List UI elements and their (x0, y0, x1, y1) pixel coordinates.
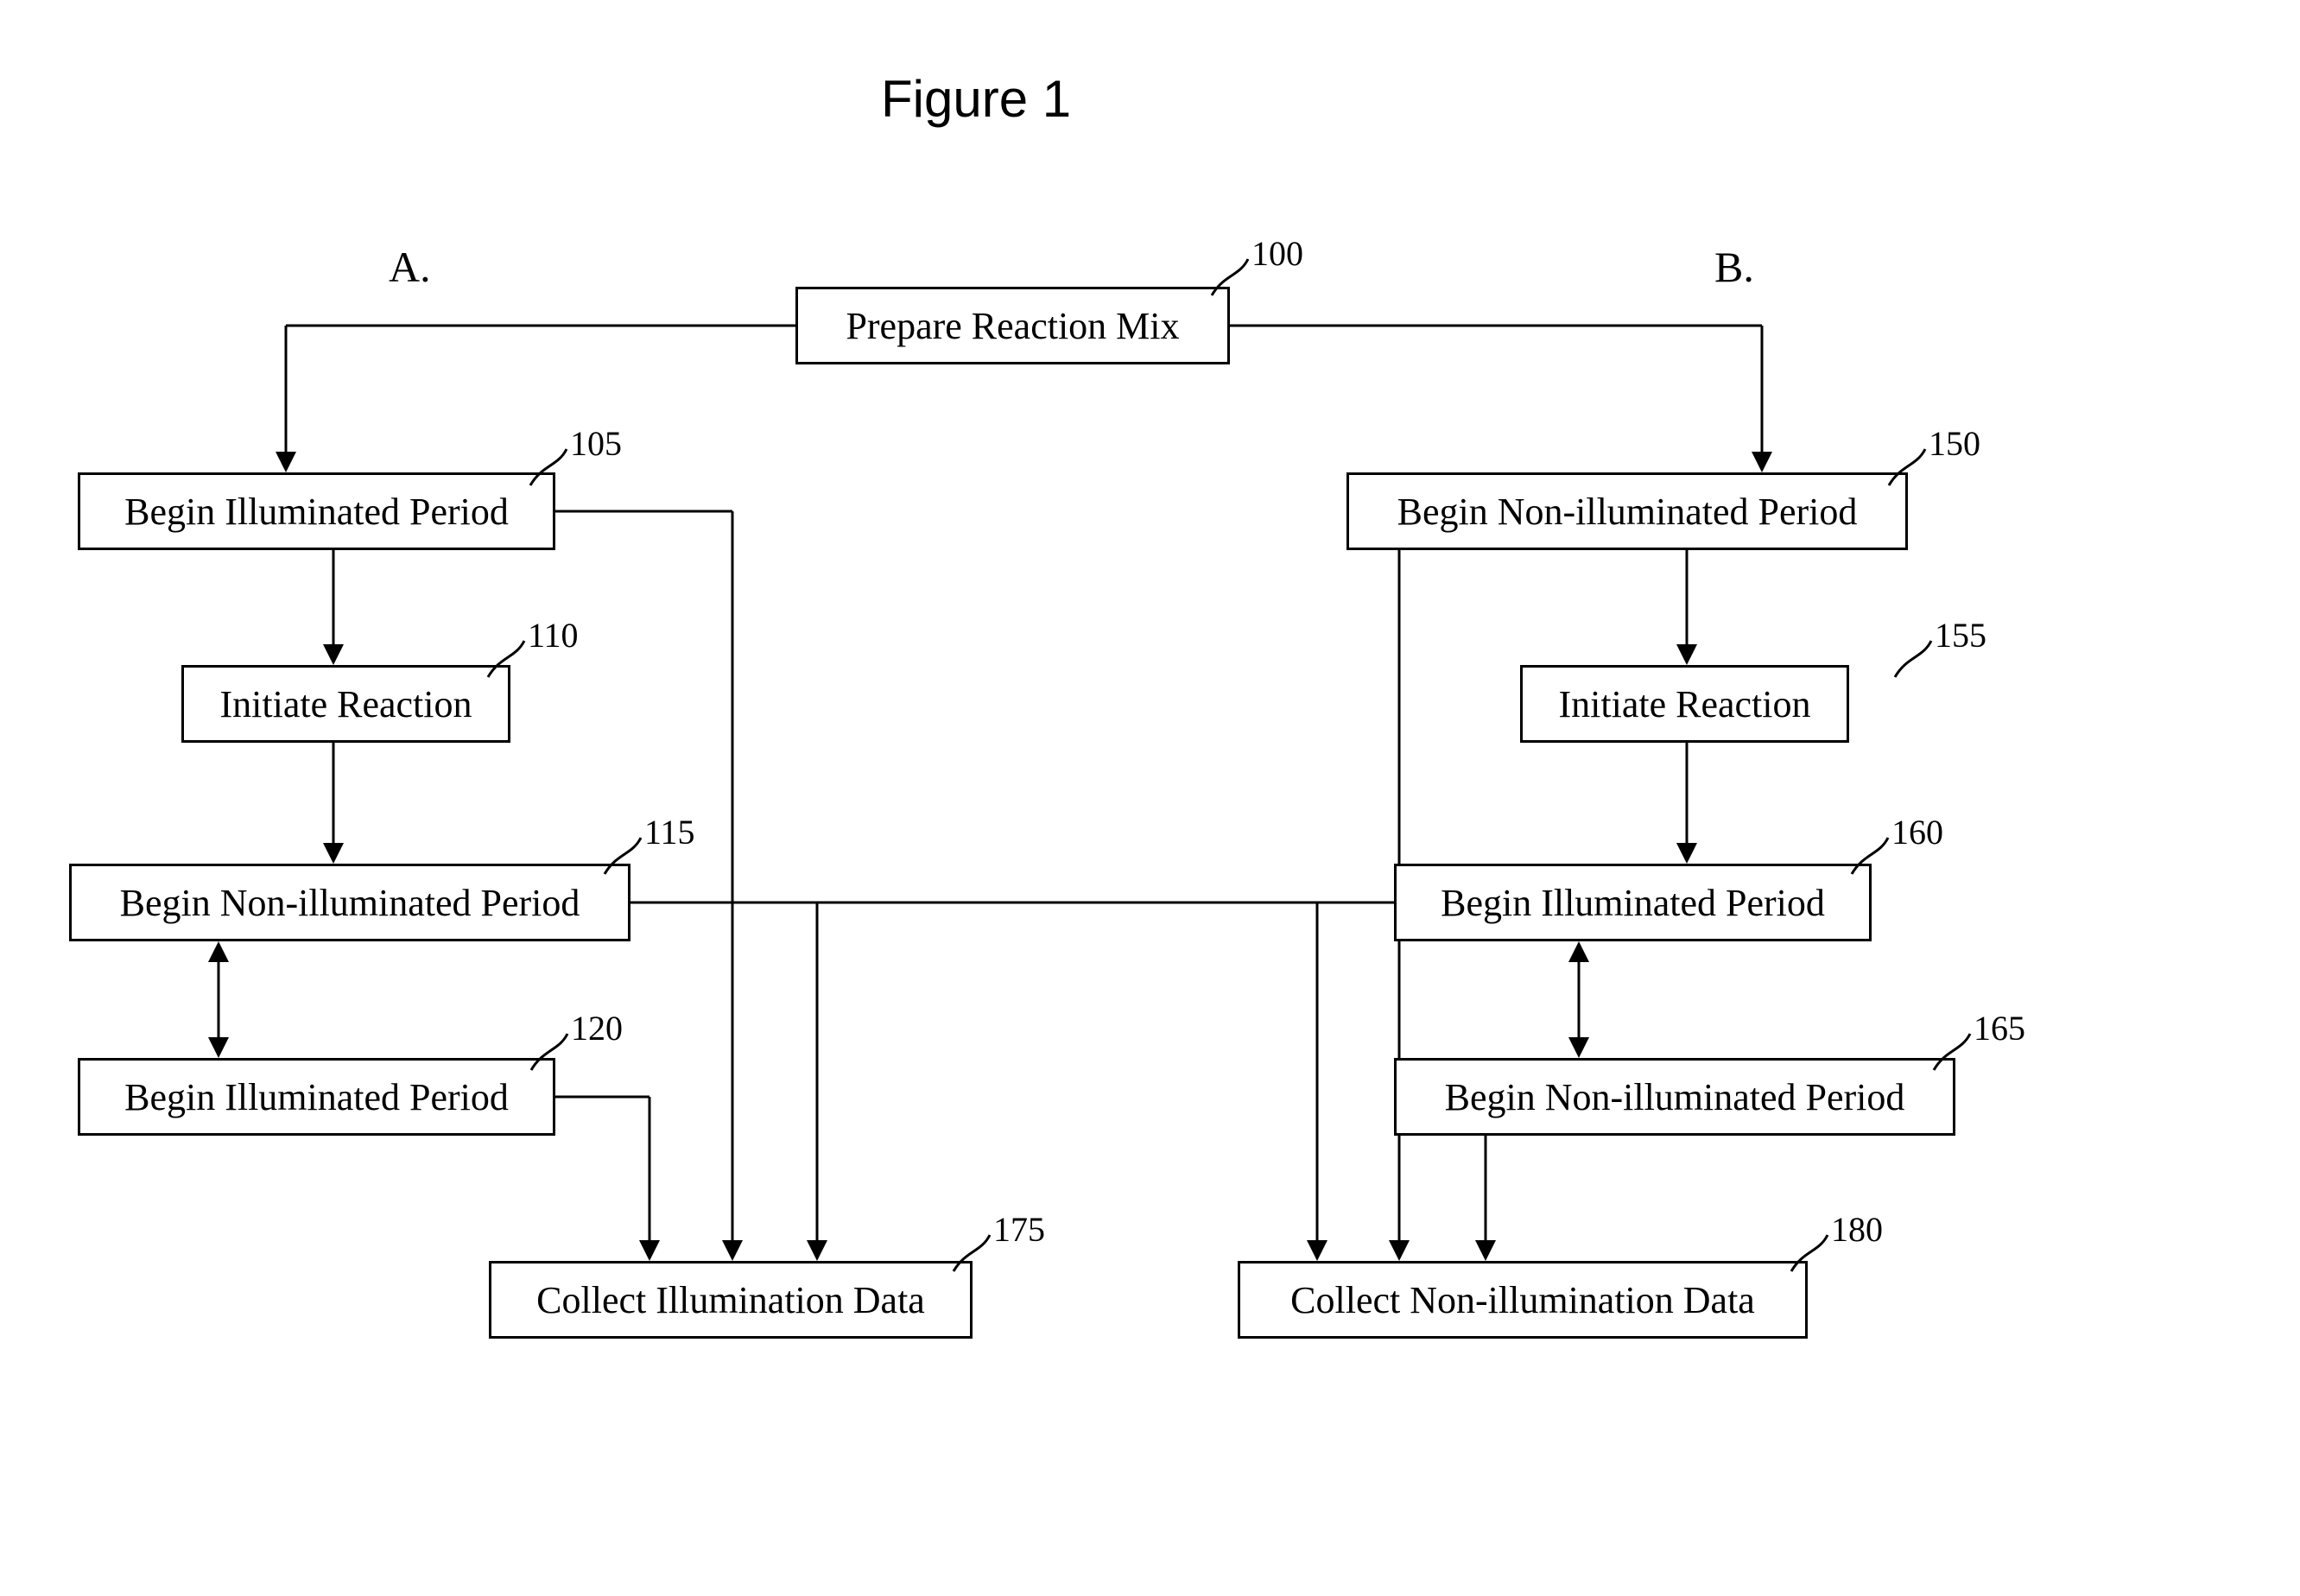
ref-leader (0, 0, 2300, 1596)
